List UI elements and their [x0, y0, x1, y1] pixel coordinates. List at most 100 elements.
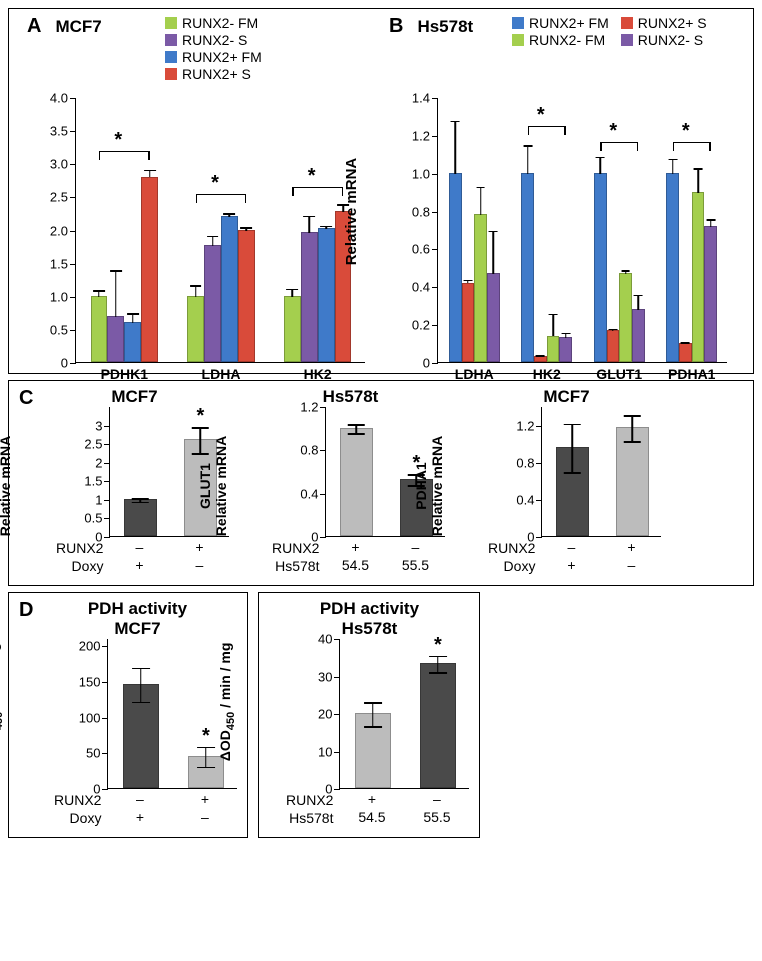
condition-value: +	[351, 539, 359, 555]
significance-star: *	[211, 172, 219, 195]
panel-d-left: DPDH activity MCF7050100150200*ΔOD450 / …	[8, 592, 248, 838]
y-axis-label: ΔOD450 / min / mg	[218, 627, 238, 777]
bar	[124, 322, 141, 362]
plot-area: 010203040*	[339, 639, 469, 789]
condition-value: 54.5	[342, 557, 369, 573]
condition-value: –	[136, 539, 144, 555]
condition-value: +	[135, 557, 143, 573]
x-category-label: PDHA1	[668, 362, 715, 382]
x-category-label: HK2	[533, 362, 561, 382]
bar	[449, 173, 462, 362]
legend-label: RUNX2- FM	[182, 15, 258, 31]
legend-label: RUNX2+ FM	[182, 49, 262, 65]
bar	[221, 216, 238, 362]
condition-value: +	[368, 791, 376, 807]
condition-value: –	[196, 557, 204, 573]
significance-star: *	[537, 104, 545, 127]
legend-label: RUNX2- S	[182, 32, 247, 48]
plot-area: 00.40.81.2	[541, 407, 661, 537]
bar	[594, 173, 607, 362]
condition-label: Doxy	[37, 810, 107, 826]
condition-value: +	[136, 809, 144, 825]
bar	[318, 228, 335, 362]
chart-title: MCF7	[471, 387, 661, 407]
condition-label: Doxy	[471, 558, 541, 574]
bar	[462, 283, 475, 363]
bar	[204, 245, 221, 362]
condition-value: –	[568, 539, 576, 555]
x-category-label: LDHA	[455, 362, 494, 382]
x-category-label: GLUT1	[596, 362, 642, 382]
condition-value: 54.5	[358, 809, 385, 825]
bar	[301, 232, 318, 362]
legend-label: RUNX2- S	[638, 32, 703, 48]
bar	[559, 337, 572, 362]
panel-letter: A	[27, 15, 41, 38]
legend-label: RUNX2- FM	[529, 32, 605, 48]
condition-label: Hs578t	[255, 558, 325, 574]
bar	[187, 296, 204, 362]
bar	[521, 173, 534, 362]
x-category-label: HK2	[304, 362, 332, 382]
condition-label: Doxy	[39, 558, 109, 574]
significance-star: *	[202, 725, 210, 748]
chart-title: Hs578t	[255, 387, 445, 407]
bar	[107, 316, 124, 362]
bar	[632, 309, 645, 362]
bar	[91, 296, 108, 362]
legend: RUNX2- FMRUNX2- SRUNX2+ FMRUNX2+ S	[165, 15, 262, 83]
panel-letter: B	[389, 15, 403, 38]
bar	[619, 273, 632, 362]
bar	[704, 226, 717, 362]
panel-ab: AMCF7RUNX2- FMRUNX2- SRUNX2+ FMRUNX2+ S0…	[8, 8, 754, 374]
x-category-label: PDHK1	[101, 362, 148, 382]
plot-area: 00.20.40.60.81.01.21.4LDHAHK2GLUT1PDHA1*…	[437, 98, 727, 363]
y-axis-label: Relative mRNA	[343, 79, 360, 344]
panel-d-right: PDH activity Hs578t010203040*ΔOD450 / mi…	[258, 592, 480, 838]
condition-value: +	[627, 539, 635, 555]
significance-star: *	[609, 120, 617, 143]
bar	[487, 273, 500, 362]
condition-value: –	[433, 791, 441, 807]
bar	[692, 192, 705, 362]
chart-title: PDH activity MCF7	[37, 599, 237, 639]
condition-value: +	[567, 557, 575, 573]
plot-area: 00.51.01.52.02.53.03.54.0PDHK1LDHAHK2***	[75, 98, 365, 363]
condition-value: 55.5	[423, 809, 450, 825]
condition-value: +	[201, 791, 209, 807]
bar	[238, 230, 255, 363]
condition-label: Hs578t	[269, 810, 339, 826]
bar	[284, 296, 301, 362]
significance-star: *	[308, 165, 316, 188]
bar	[666, 173, 679, 362]
y-axis-label: PDHA1 Relative mRNA	[413, 421, 445, 551]
significance-star: *	[114, 129, 122, 152]
legend: RUNX2+ FM RUNX2+ S RUNX2- FM RUNX2- S	[512, 15, 707, 49]
condition-value: –	[136, 791, 144, 807]
panel-c: CMCF700.511.522.53*GLUT1 Relative mRNARU…	[8, 380, 754, 586]
panel-title: MCF7	[55, 17, 101, 37]
condition-value: –	[201, 809, 209, 825]
y-axis-label: GLUT1 Relative mRNA	[0, 421, 13, 551]
significance-star: *	[434, 634, 442, 657]
panel-letter: C	[19, 387, 33, 410]
panel-letter: D	[19, 599, 33, 622]
bar	[420, 663, 456, 788]
bar	[340, 428, 373, 536]
chart-title: MCF7	[39, 387, 229, 407]
y-axis-label: ΔOD450 / min / mg	[0, 627, 5, 777]
x-category-label: LDHA	[202, 362, 241, 382]
bar	[679, 343, 692, 362]
bar	[607, 330, 620, 362]
legend-label: RUNX2+ FM	[529, 15, 609, 31]
bar	[547, 336, 560, 363]
significance-star: *	[682, 120, 690, 143]
legend-label: RUNX2+ S	[182, 66, 251, 82]
bar	[124, 499, 157, 536]
legend-label: RUNX2+ S	[638, 15, 707, 31]
condition-value: 55.5	[402, 557, 429, 573]
y-axis-label: GLUT1 Relative mRNA	[197, 421, 229, 551]
bar	[474, 214, 487, 362]
bar	[616, 427, 649, 536]
condition-value: –	[628, 557, 636, 573]
